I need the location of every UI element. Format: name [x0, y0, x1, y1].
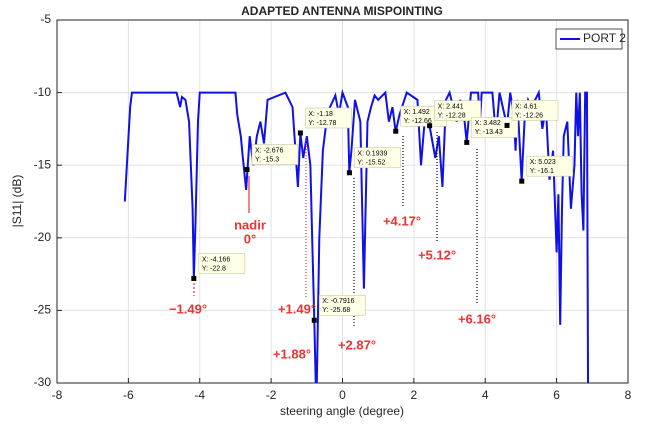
x-axis-label: steering angle (degree)	[280, 404, 404, 418]
datatip-marker	[297, 130, 303, 136]
x-tick-label: -2	[266, 388, 277, 402]
annotation: −1.49°	[169, 301, 207, 316]
annotation: +1.49°	[278, 301, 316, 316]
datatip-y: Y: -12.66	[404, 118, 432, 125]
chart-title: ADAPTED ANTENNA MISPOINTING	[241, 4, 443, 18]
datatip-y: Y: -13.43	[475, 129, 503, 136]
x-tick-label: 4	[482, 388, 489, 402]
datatip-marker	[427, 123, 433, 129]
x-tick-label: 2	[411, 388, 418, 402]
datatip-box	[354, 147, 401, 169]
legend-label: PORT 2	[583, 31, 626, 45]
annotation: +5.12°	[418, 247, 456, 262]
y-tick-label: -10	[34, 85, 52, 99]
datatip-box	[318, 294, 366, 316]
datatip-marker	[346, 170, 352, 176]
datatip-box	[526, 155, 574, 177]
datatip-box	[511, 100, 559, 121]
datatip-marker	[519, 178, 525, 184]
annotation: +1.88°	[273, 346, 311, 361]
datatip-box	[251, 144, 299, 165]
datatip-y: Y: -15.52	[357, 160, 385, 167]
y-tick-label: -15	[34, 157, 52, 171]
x-tick-label: 0	[339, 388, 346, 402]
annotation: +2.87°	[338, 337, 376, 352]
axes-box	[56, 19, 629, 384]
datatip-marker	[393, 128, 399, 134]
datatip-x: X: 2.441	[438, 104, 464, 111]
datatip-box	[198, 253, 246, 274]
datatip-x: X: -4.166	[202, 256, 231, 263]
datatip-marker	[191, 275, 197, 281]
datatip-x: X: 4.61	[515, 103, 537, 110]
y-tick-label: -30	[34, 375, 52, 389]
x-tick-label: 6	[553, 388, 560, 402]
y-axis-label: |S11| (dB)	[10, 175, 24, 228]
datatip-marker	[311, 317, 317, 323]
x-tick-label: -4	[194, 388, 205, 402]
datatip-y: Y: -22.8	[202, 265, 226, 272]
datatip-x: X: -0.7916	[322, 298, 354, 305]
annotation: +4.17°	[383, 213, 421, 228]
annotation: 0°	[244, 231, 256, 246]
datatip-y: Y: -12.28	[438, 113, 466, 120]
datatip-box	[305, 107, 352, 129]
annotation: +6.16°	[458, 311, 496, 326]
datatip-y: Y: -16.1	[530, 168, 554, 175]
datatip-y: Y: -12.26	[515, 112, 543, 119]
datatip-marker	[244, 167, 250, 173]
datatip-y: Y: -25.68	[322, 307, 350, 314]
y-tick-label: -5	[40, 12, 51, 26]
datatip-box	[434, 100, 481, 122]
datatip-x: X: -1.18	[308, 111, 333, 118]
datatip-y: Y: -12.78	[308, 120, 336, 127]
x-tick-label: 8	[625, 388, 632, 402]
y-tick-label: -25	[34, 303, 52, 317]
x-tick-label: -6	[123, 388, 134, 402]
datatip-y: Y: -15.3	[255, 156, 279, 163]
datatip-box	[471, 117, 519, 138]
datatip-x: X: 5.023	[530, 159, 556, 166]
annotation: nadir	[234, 217, 266, 232]
datatip-marker	[504, 122, 510, 128]
y-tick-label: -20	[34, 230, 52, 244]
datatip-x: X: 3.482	[475, 120, 501, 127]
legend-box	[555, 28, 623, 50]
x-tick-label: -8	[52, 388, 63, 402]
datatip-marker	[464, 139, 470, 145]
datatip-x: X: -2.676	[255, 147, 284, 154]
datatip-x: X: 0.1939	[357, 151, 387, 158]
datatip-x: X: 1.492	[404, 109, 430, 116]
